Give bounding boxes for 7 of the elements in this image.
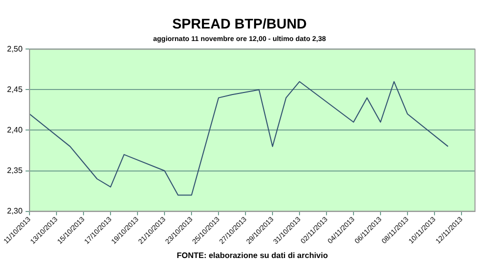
y-tick-label: 2,45 [6,84,24,94]
y-tick-label: 2,30 [6,206,24,216]
chart-title: SPREAD BTP/BUND [172,15,307,32]
y-tick-label: 2,40 [6,125,24,134]
y-tick-label: 2,50 [6,44,24,54]
source-note: FONTE: elaborazione su dati di archivio [176,251,328,260]
y-tick-label: 2,35 [6,166,24,175]
